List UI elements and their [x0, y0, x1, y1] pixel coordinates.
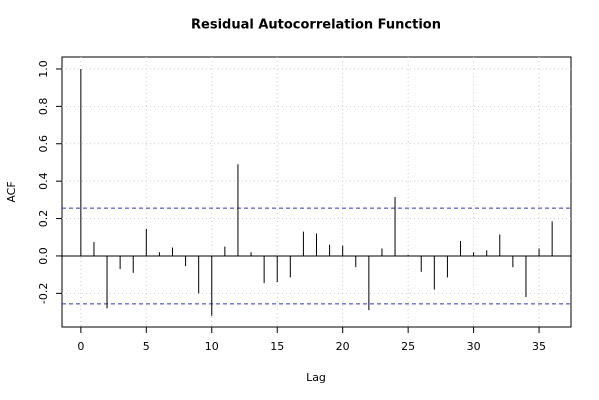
y-tick-label: -0.2	[37, 283, 50, 304]
y-tick-label: 0.0	[37, 247, 50, 265]
y-tick-label: 0.4	[37, 172, 50, 190]
x-tick-label: 0	[77, 340, 84, 353]
x-tick-label: 30	[467, 340, 481, 353]
x-tick-label: 25	[401, 340, 415, 353]
x-tick-label: 15	[270, 340, 284, 353]
y-tick-label: 0.8	[37, 98, 50, 116]
x-tick-label: 20	[336, 340, 350, 353]
x-tick-label: 10	[205, 340, 219, 353]
x-axis-label: Lag	[306, 371, 326, 384]
y-tick-label: 1.0	[37, 60, 50, 78]
y-axis-label: ACF	[5, 181, 18, 202]
chart-title: Residual Autocorrelation Function	[191, 18, 441, 33]
x-tick-label: 5	[143, 340, 150, 353]
x-tick-label: 35	[532, 340, 546, 353]
y-tick-label: 0.6	[37, 135, 50, 153]
plot-frame	[61, 56, 572, 328]
y-tick-label: 0.2	[37, 210, 50, 228]
